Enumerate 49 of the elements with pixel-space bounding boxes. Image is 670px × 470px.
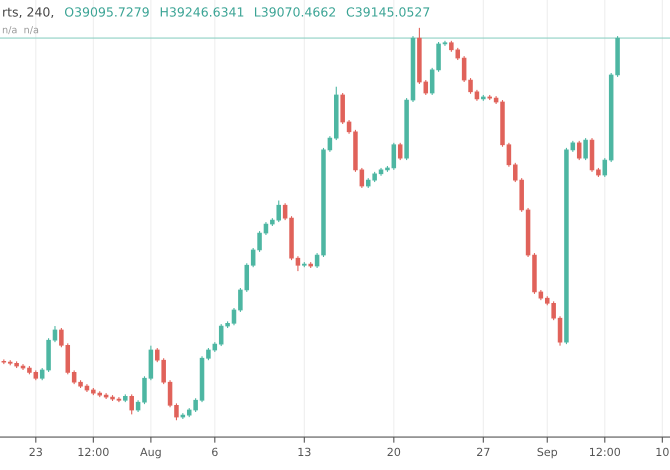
x-tick-label: 13 [298, 448, 310, 456]
candlestick [276, 200, 282, 223]
x-tick-label: 6 [212, 448, 218, 456]
candlestick [212, 342, 218, 353]
candlestick [602, 158, 608, 178]
candlestick [538, 289, 544, 301]
candlestick [250, 247, 256, 268]
x-tick-label: Sep [538, 448, 558, 458]
text: L39070.4662 [254, 7, 336, 17]
x-tick-label: 23 [30, 448, 42, 456]
candlestick [576, 140, 582, 161]
candlestick [551, 300, 556, 321]
text: C39145.0527 [346, 7, 430, 17]
x-tick-label: Aug [140, 448, 161, 458]
candlestick [186, 408, 192, 418]
candlestick [449, 40, 454, 52]
candlestick [34, 370, 38, 381]
candlestick [558, 316, 562, 346]
text: rts, 240, [3, 7, 54, 18]
x-tick-label: 12:00 [78, 448, 109, 456]
candlestick [360, 167, 364, 188]
candlestick [193, 398, 198, 413]
candlestick [513, 162, 518, 183]
candlestick [218, 324, 224, 347]
candlestick [455, 47, 460, 61]
x-tick-label: 20 [388, 448, 400, 456]
x-tick-label: 27 [477, 448, 490, 456]
candlestick [430, 67, 434, 96]
candlestick [366, 178, 371, 188]
candlestick [544, 296, 550, 306]
candlestick [282, 202, 288, 221]
x-tick-label: 12:00 [590, 448, 620, 456]
text: O39095.7279 [64, 7, 149, 17]
candlestick [392, 142, 396, 170]
candlestick [40, 367, 44, 381]
candlestick [129, 394, 134, 415]
candlestick [398, 142, 402, 161]
candlestick [372, 171, 377, 183]
candlestick [424, 79, 428, 96]
candlestick [462, 56, 466, 83]
candlestick [161, 358, 166, 385]
candlestick [155, 347, 160, 363]
candlestick [570, 140, 576, 152]
annotation: n/a n/a [2, 26, 38, 34]
candlestick [59, 327, 64, 348]
candlestick [583, 138, 588, 161]
x-tick-label: 10 [656, 448, 669, 456]
candlestick [72, 370, 76, 385]
text: H39246.6341 [160, 7, 244, 17]
